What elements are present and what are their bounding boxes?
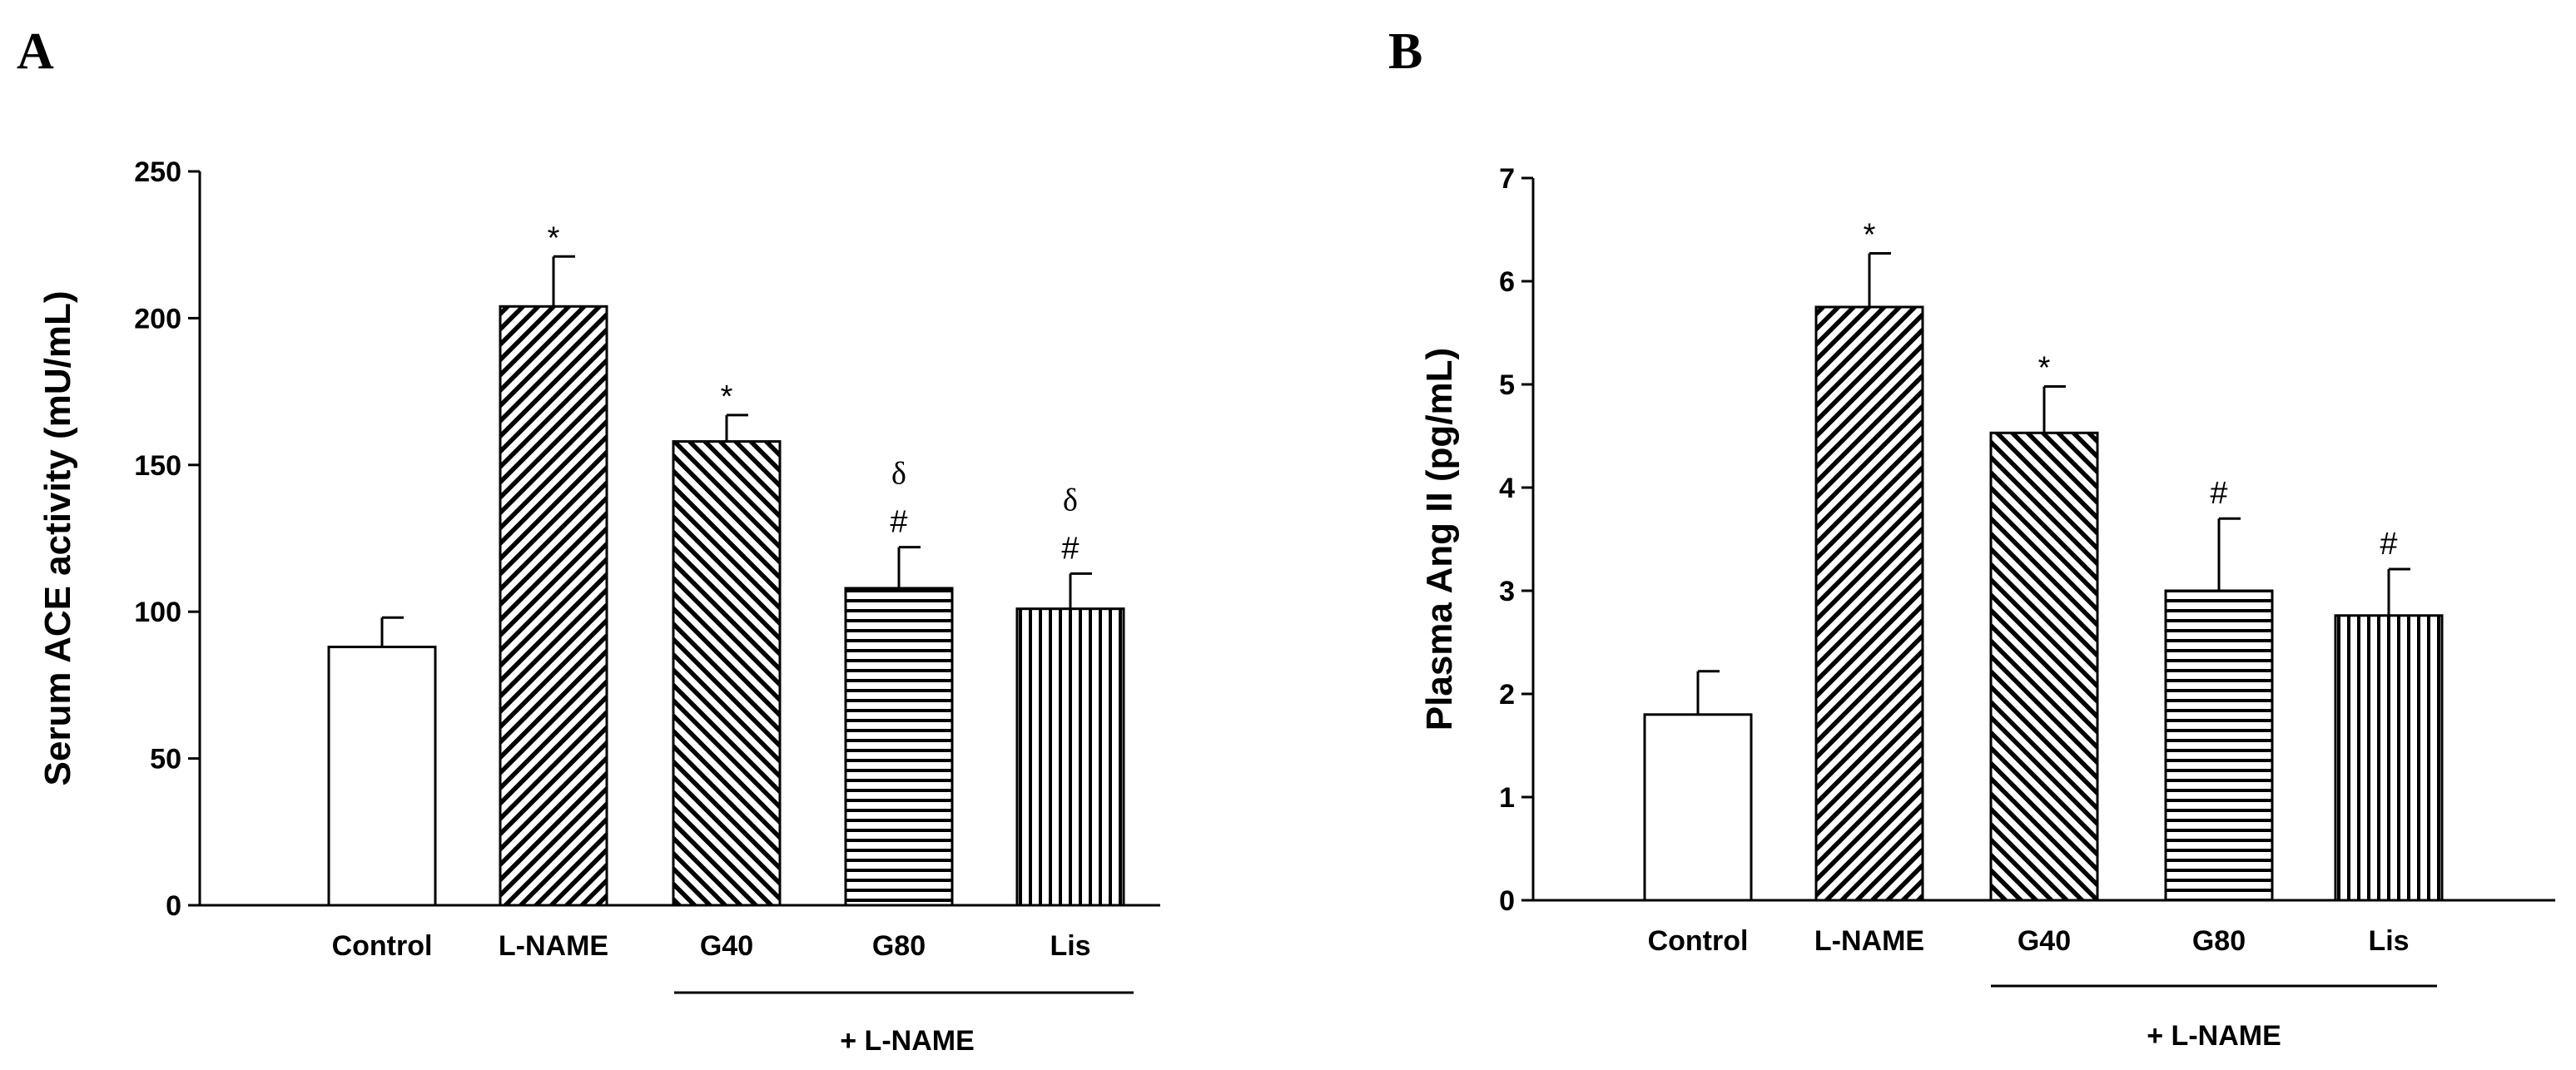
annotation-star: * — [1864, 218, 1876, 253]
y-tick-label: 3 — [1499, 576, 1515, 607]
y-tick-label: 50 — [150, 744, 181, 775]
category-label: G80 — [872, 930, 926, 962]
panel-b: B 0 1 2 3 4 5 6 7 Plasma Ang II (pg/mL) Control L-N… — [1388, 23, 2555, 1052]
y-tick-label: 200 — [134, 303, 181, 334]
category-label: Lis — [2368, 925, 2409, 957]
y-tick-label: 2 — [1499, 679, 1515, 711]
bar-g80 — [2164, 589, 2274, 902]
y-tick-label: 5 — [1499, 369, 1515, 401]
panel-letter: A — [17, 23, 54, 80]
annotation-delta: δ — [891, 457, 906, 492]
panel-letter: B — [1388, 23, 1422, 80]
category-label: Control — [1648, 925, 1749, 957]
bar-lis — [2334, 614, 2444, 902]
annotation-star: * — [721, 379, 733, 414]
annotation-star: * — [548, 220, 560, 255]
y-tick-label: 7 — [1499, 163, 1515, 195]
category-label: Lis — [1050, 930, 1090, 962]
annotation-hash: # — [890, 505, 907, 540]
bar-lis — [1015, 607, 1125, 907]
bar-g40 — [1989, 431, 2099, 902]
group-label: + L-NAME — [840, 1025, 975, 1057]
y-tick-label: 150 — [134, 450, 181, 482]
bar-l-name — [1814, 305, 1924, 902]
y-tick-label: 4 — [1499, 473, 1515, 504]
category-label: L-NAME — [1814, 925, 1924, 957]
category-label: G40 — [700, 930, 753, 962]
category-label: G80 — [2192, 925, 2246, 957]
y-tick-label: 0 — [1499, 885, 1515, 917]
y-tick-label: 6 — [1499, 266, 1515, 298]
annotation-hash: # — [2210, 476, 2227, 511]
bar-g40 — [672, 440, 782, 907]
category-label: Control — [332, 930, 433, 962]
bar-control — [1643, 713, 1753, 902]
panel-a: A 0 50 100 150 200 250 Serum ACE activity (mU/m… — [17, 23, 1160, 1057]
y-tick-label: 250 — [134, 156, 181, 188]
category-label: L-NAME — [499, 930, 608, 962]
category-label: G40 — [2018, 925, 2071, 957]
annotation-delta: δ — [1063, 483, 1078, 518]
annotation-hash: # — [1061, 531, 1079, 566]
y-tick-label: 100 — [134, 597, 181, 628]
y-tick-label: 1 — [1499, 782, 1515, 814]
bar-l-name — [499, 305, 608, 907]
y-axis-label: Plasma Ang II (pg/mL) — [1419, 348, 1460, 731]
y-tick-label: 0 — [166, 890, 181, 922]
group-label: + L-NAME — [2147, 1020, 2281, 1052]
annotation-star: * — [2038, 350, 2051, 385]
bar-control — [327, 646, 437, 907]
y-axis-label: Serum ACE activity (mU/mL) — [37, 291, 78, 786]
annotation-hash: # — [2380, 527, 2397, 562]
bar-g80 — [844, 587, 954, 907]
